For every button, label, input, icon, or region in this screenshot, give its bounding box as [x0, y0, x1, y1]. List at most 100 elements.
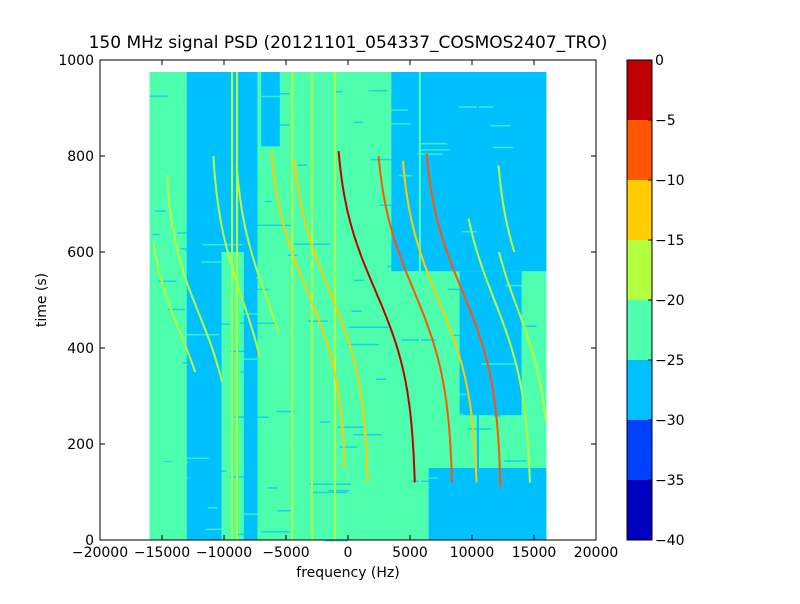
- heatmap-streak: [432, 519, 476, 522]
- heatmap-region: [459, 271, 522, 416]
- heatmap-streak: [324, 539, 349, 542]
- heatmap-streak: [435, 460, 464, 462]
- heatmap-streak: [334, 90, 343, 93]
- heatmap-streak: [320, 421, 330, 423]
- heatmap-streak: [297, 264, 315, 266]
- heatmap-streak: [353, 279, 365, 282]
- heatmap-streak: [351, 310, 362, 312]
- x-axis-label: frequency (Hz): [296, 565, 399, 581]
- colorbar-band: [627, 480, 652, 540]
- y-tick-label: 1000: [58, 53, 94, 69]
- heatmap-streak: [239, 358, 258, 360]
- heatmap-streak: [436, 87, 478, 90]
- heatmap-streak: [460, 329, 483, 331]
- heatmap-streak: [239, 371, 255, 373]
- doppler-trace: [497, 165, 516, 253]
- y-tick-label: 600: [67, 245, 94, 261]
- colorbar: 0 −5 −10 −15 −20 −25 −30 −35 −40: [626, 53, 685, 549]
- heatmap-streak: [347, 332, 355, 335]
- heatmap-region: [428, 468, 547, 540]
- heatmap-streak: [419, 142, 448, 145]
- heatmap-streak: [418, 149, 451, 151]
- heatmap-streak: [150, 95, 169, 97]
- doppler-trace: [212, 155, 261, 358]
- heatmap-streak: [372, 109, 408, 111]
- heatmap-streak: [237, 533, 249, 536]
- x-tick-label: 10000: [450, 545, 495, 561]
- x-tick-label: 15000: [512, 545, 557, 561]
- heatmap-streak: [258, 452, 267, 455]
- heatmap-streak: [297, 517, 330, 520]
- heatmap-streak: [198, 170, 212, 172]
- x-tick-label: 5000: [392, 545, 428, 561]
- x-tick-label: −20000: [72, 545, 128, 561]
- heatmap-streak: [411, 480, 450, 482]
- heatmap-region: [391, 72, 547, 272]
- heatmap-streak: [425, 413, 464, 415]
- heatmap-streak: [398, 174, 413, 177]
- heatmap-streak: [337, 426, 365, 428]
- heatmap-streak: [267, 487, 278, 489]
- heatmap-streak: [434, 481, 475, 483]
- heatmap-streak: [234, 416, 269, 418]
- heatmap-streak: [239, 313, 261, 315]
- heatmap-streak: [159, 385, 168, 387]
- doppler-trace: [166, 175, 223, 382]
- heatmap-streak: [328, 230, 369, 232]
- colorbar-tick-label: 0: [655, 53, 664, 69]
- heatmap-streak: [379, 204, 396, 206]
- heatmap-streak: [415, 328, 435, 331]
- heatmap-streak: [297, 164, 308, 166]
- heatmap-streak: [304, 252, 329, 254]
- heatmap-streak: [488, 292, 499, 295]
- heatmap-streak: [201, 261, 233, 263]
- heatmap-streak: [481, 363, 516, 365]
- colorbar-band: [627, 120, 652, 180]
- heatmap-streak: [503, 152, 539, 154]
- heatmap-streak: [387, 265, 412, 268]
- heatmap-streak: [402, 378, 430, 380]
- heatmap-streak: [249, 288, 269, 291]
- colorbar-band: [627, 180, 652, 240]
- heatmap-streak: [290, 234, 325, 237]
- colorbar-band: [627, 420, 652, 480]
- colorbar-band: [627, 240, 652, 300]
- colorbar-tick-label: −15: [655, 233, 685, 249]
- heatmap-streak: [347, 343, 379, 346]
- heatmap-streak: [391, 123, 411, 125]
- heatmap-streak: [451, 334, 475, 337]
- x-tick-label: −10000: [196, 545, 252, 561]
- y-tick-label: 400: [67, 341, 94, 357]
- heatmap-streak: [360, 410, 372, 413]
- heatmap-streak: [152, 233, 160, 236]
- heatmap-streak: [312, 491, 348, 494]
- heatmap-streak: [241, 513, 267, 515]
- heatmap-streak: [376, 378, 386, 381]
- doppler-trace: [152, 242, 197, 373]
- heatmap-streak: [150, 461, 189, 464]
- heatmap-streak: [207, 506, 218, 509]
- heatmap-streak: [255, 277, 293, 279]
- doppler-trace: [498, 251, 547, 421]
- heatmap-streak: [505, 284, 536, 287]
- heatmap-streak: [258, 95, 298, 98]
- heatmap-streak: [182, 362, 208, 364]
- x-tick-label: −15000: [134, 545, 190, 561]
- heatmap-streak: [277, 510, 293, 512]
- heatmap-streak: [261, 530, 291, 533]
- heatmap-streak: [331, 332, 341, 335]
- heatmap-region: [261, 72, 280, 147]
- y-axis-label: time (s): [34, 273, 50, 327]
- y-tick-label: 800: [67, 149, 94, 165]
- doppler-trace: [235, 165, 281, 334]
- heatmap-region: [243, 72, 258, 540]
- x-tick-label: 20000: [574, 545, 619, 561]
- doppler-trace: [467, 218, 531, 483]
- x-tick-label: 0: [344, 545, 353, 561]
- heatmap-streak: [448, 288, 486, 291]
- heatmap-streak: [497, 325, 537, 327]
- heatmap-streak: [508, 402, 516, 404]
- heatmap-streak: [213, 151, 233, 153]
- heatmap-streak: [368, 89, 388, 92]
